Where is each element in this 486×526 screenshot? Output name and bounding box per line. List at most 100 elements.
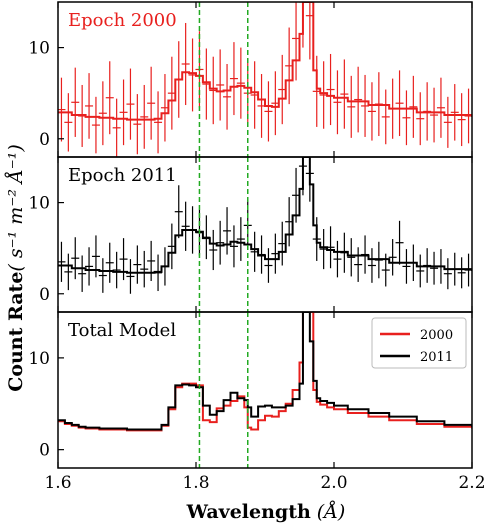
data-point: [64, 253, 73, 291]
x-tick-label: 1.6: [44, 473, 71, 493]
data-point: [416, 92, 425, 146]
data-point: [450, 252, 459, 286]
data-point: [236, 47, 245, 119]
data-point: [457, 257, 466, 289]
data-point: [78, 84, 87, 147]
y-axis-title-main: Count Rate: [5, 272, 27, 392]
data-point: [58, 241, 66, 282]
data-point: [98, 81, 107, 146]
data-point: [250, 61, 259, 129]
panel-label: Total Model: [68, 320, 176, 341]
data-point: [443, 96, 452, 148]
data-point: [85, 247, 94, 286]
data-point: [188, 206, 197, 254]
panel-plot-area: [58, 2, 472, 157]
data-point: [430, 251, 439, 285]
data-point: [354, 247, 363, 282]
data-point: [105, 61, 114, 135]
data-point: [319, 61, 328, 129]
data-point: [91, 96, 100, 154]
data-point: [423, 82, 432, 141]
y-axis-title-unit: ( s⁻¹ m⁻² Å⁻¹): [5, 144, 27, 271]
data-point: [457, 93, 466, 147]
data-point: [347, 238, 356, 277]
data-point: [464, 253, 472, 287]
x-tick-label: 2.2: [458, 473, 485, 493]
data-point: [71, 67, 80, 137]
data-point: [167, 56, 176, 130]
data-point: [374, 72, 383, 137]
data-point: [105, 242, 114, 283]
data-point: [174, 185, 183, 239]
data-point: [133, 245, 142, 284]
y-tick-label: 10: [28, 349, 50, 369]
data-point: [202, 215, 211, 260]
data-point: [229, 225, 238, 268]
data-point: [340, 59, 349, 129]
data-point: [388, 239, 397, 276]
data-point: [126, 259, 135, 294]
data-point: [71, 237, 80, 280]
data-point: [305, 2, 314, 60]
data-point: [160, 74, 169, 142]
panel-3: 0 10 1.6 1.8 2.0 2.2 Total Model 2000 2011: [28, 311, 486, 493]
data-point: [347, 75, 356, 138]
legend-label: 2000: [420, 328, 453, 343]
y-tick-label: 0: [39, 285, 50, 305]
model-line-epoch-2011: [58, 157, 472, 274]
data-point: [367, 248, 376, 283]
data-point: [112, 98, 121, 157]
data-point: [388, 78, 397, 139]
data-point: [381, 89, 390, 145]
y-tick-label: 0: [39, 130, 50, 150]
data-point: [257, 235, 266, 274]
data-point: [361, 235, 370, 274]
y-tick-label: 10: [28, 39, 50, 59]
x-axis-title: Wavelength (Å): [186, 501, 346, 523]
data-point: [209, 56, 218, 125]
data-point: [209, 229, 218, 271]
data-point: [333, 240, 342, 278]
data-point: [154, 254, 163, 292]
data-point: [409, 244, 418, 281]
data-point: [402, 90, 411, 146]
data-point: [181, 22, 190, 106]
data-point: [126, 68, 135, 140]
panels-layer: 0 10 Epoch 2000 0 10 Epoch 2011 0 10 1.6 1.8 2.0 2.…: [28, 1, 486, 493]
data-point: [402, 249, 411, 284]
data-point: [223, 207, 232, 255]
data-point: [340, 232, 349, 273]
panel-2: 0 10 Epoch 2011: [28, 156, 473, 313]
data-point: [133, 94, 142, 155]
data-point: [395, 70, 404, 137]
data-point: [154, 91, 163, 154]
data-point: [326, 53, 335, 126]
panel-1: 0 10 Epoch 2000: [28, 1, 473, 158]
data-point: [305, 157, 314, 202]
data-point: [229, 42, 238, 116]
data-point: [112, 251, 121, 289]
data-point: [285, 197, 294, 247]
data-point: [285, 27, 294, 105]
data-point: [312, 217, 321, 261]
data-point: [381, 253, 390, 287]
data-point: [250, 231, 259, 272]
data-point: [395, 220, 404, 265]
y-tick-label: 0: [39, 441, 50, 461]
data-point: [271, 233, 280, 274]
data-point: [216, 220, 225, 265]
data-point: [188, 38, 197, 112]
data-point: [264, 248, 273, 283]
x-tick-label: 2.0: [320, 473, 347, 493]
y-tick-label: 10: [28, 194, 50, 214]
data-point: [119, 238, 128, 281]
data-point: [160, 247, 169, 286]
panel-plot-area: [58, 157, 472, 294]
data-point: [119, 79, 128, 146]
panel-frame: [57, 311, 473, 469]
data-point: [450, 84, 459, 141]
data-point: [174, 41, 183, 118]
x-axis-title-unit: (Å): [317, 501, 346, 523]
data-point: [298, 2, 307, 48]
